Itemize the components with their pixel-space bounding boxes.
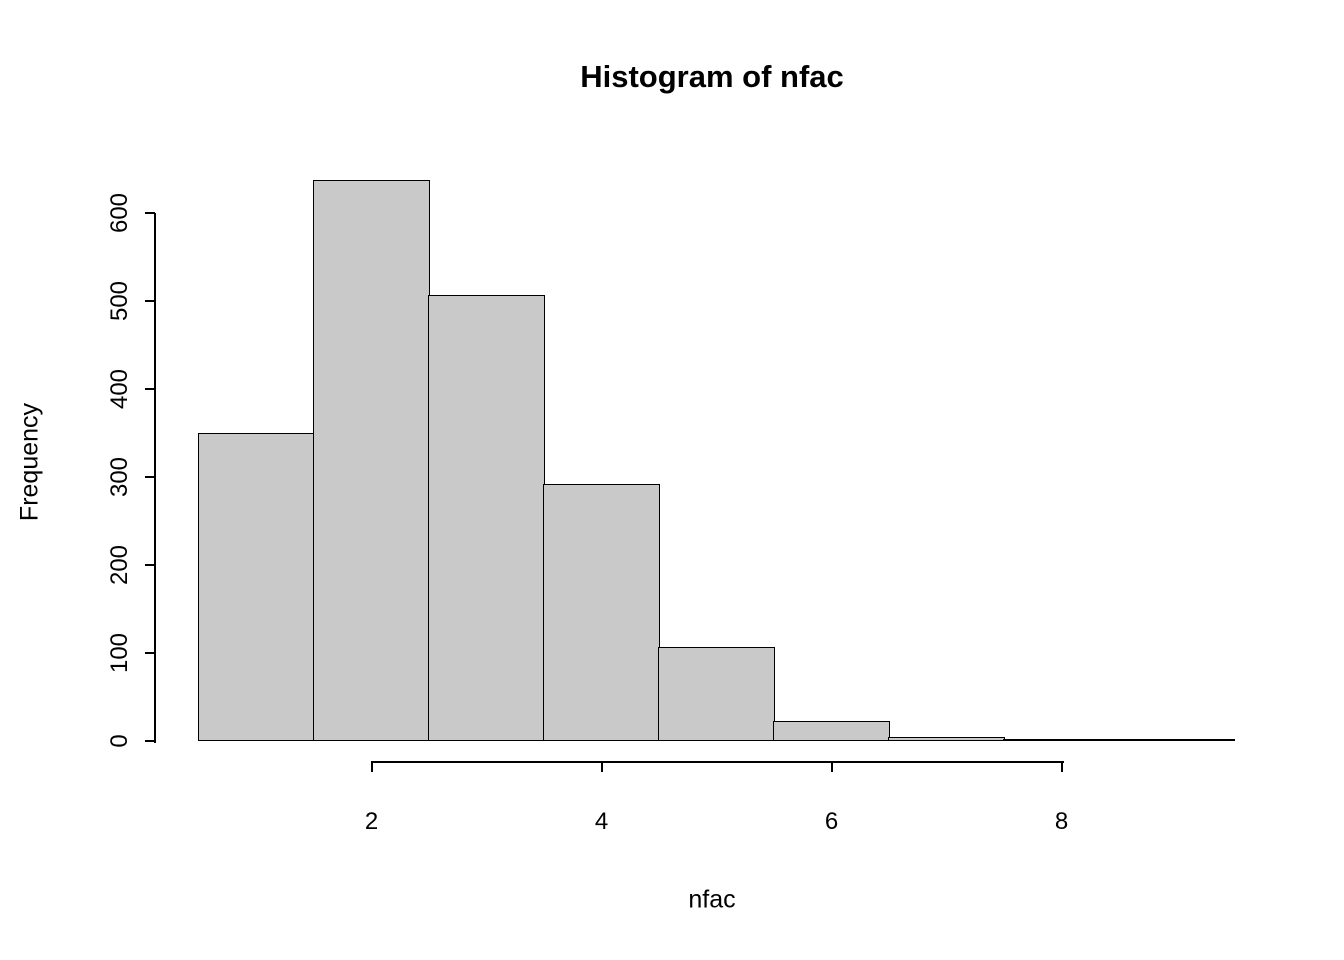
histogram-bar bbox=[658, 647, 775, 741]
y-tick-label: 0 bbox=[106, 734, 133, 748]
y-tick-label: 200 bbox=[106, 545, 133, 586]
y-tick-label: 500 bbox=[106, 281, 133, 322]
x-tick-label: 8 bbox=[1054, 808, 1069, 835]
histogram-bar bbox=[313, 180, 430, 741]
x-axis-line bbox=[371, 761, 1064, 763]
x-tick-label: 4 bbox=[594, 808, 609, 835]
histogram-bar bbox=[1003, 739, 1120, 741]
histogram-bar bbox=[198, 433, 315, 741]
y-tick bbox=[145, 564, 155, 567]
histogram-bar bbox=[773, 721, 890, 741]
x-axis-label: nfac bbox=[688, 885, 736, 914]
histogram-bar bbox=[428, 295, 545, 741]
y-tick bbox=[145, 300, 155, 303]
y-tick-label: 100 bbox=[106, 633, 133, 674]
histogram-bar bbox=[543, 484, 660, 741]
histogram-bar bbox=[1118, 739, 1235, 741]
y-tick-label: 300 bbox=[106, 457, 133, 498]
x-tick bbox=[600, 761, 603, 772]
x-tick-label: 6 bbox=[824, 808, 839, 835]
x-tick bbox=[1060, 761, 1063, 772]
y-axis-line bbox=[154, 213, 156, 743]
y-tick bbox=[145, 740, 155, 742]
x-tick-label: 2 bbox=[364, 808, 379, 835]
y-tick-label: 600 bbox=[106, 193, 133, 234]
chart-title: Histogram of nfac bbox=[580, 59, 844, 94]
y-axis-label: Frequency bbox=[15, 402, 44, 522]
x-tick bbox=[830, 761, 833, 772]
histogram-bar bbox=[888, 737, 1005, 741]
y-tick-label: 400 bbox=[106, 369, 133, 410]
y-tick bbox=[145, 212, 155, 215]
y-tick bbox=[145, 476, 155, 479]
y-tick bbox=[145, 388, 155, 391]
y-tick bbox=[145, 652, 155, 655]
x-tick bbox=[370, 761, 373, 772]
